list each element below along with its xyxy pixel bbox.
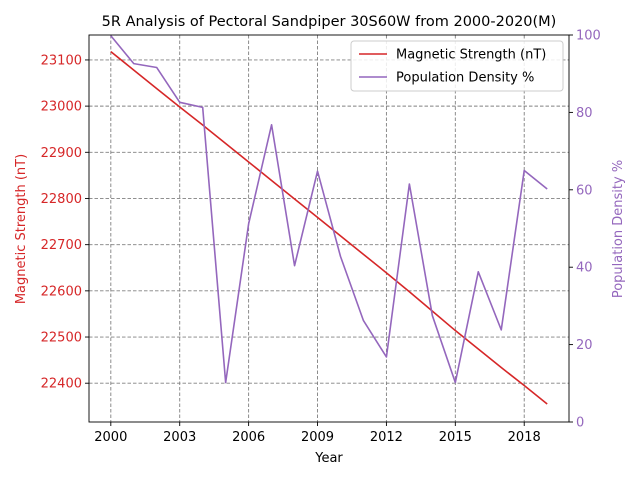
y-right-tick-label: 100 [576, 29, 601, 44]
y-right-tick-label: 80 [576, 106, 593, 121]
series-line-1 [110, 35, 548, 384]
y-left-tick-label: 23000 [41, 100, 82, 115]
x-tick-label: 2006 [232, 430, 265, 445]
legend-label-1: Population Density % [396, 71, 534, 86]
y-left-tick-label: 22400 [41, 377, 82, 392]
x-tick-label: 2009 [301, 430, 334, 445]
x-tick-label: 2015 [439, 430, 472, 445]
axes-layer: 2000 2003 2006 2009 2012 2015 2018 22400 22500 22… [41, 29, 601, 446]
y-right-tick-label: 40 [576, 261, 593, 276]
series-layer [110, 35, 548, 405]
y-left-tick-label: 22800 [41, 192, 82, 207]
y-left-tick-label: 22700 [41, 238, 82, 253]
y-right-tick-label: 60 [576, 183, 593, 198]
y-right-tick-label: 0 [576, 416, 584, 431]
y-right-tick-label: 20 [576, 338, 593, 353]
y-left-axis-label: Magnetic Strength (nT) [14, 154, 29, 304]
legend: Magnetic Strength (nT) Population Density… [350, 40, 564, 92]
plot-frame [88, 34, 570, 423]
y-left-tick-label: 22500 [41, 331, 82, 346]
y-left-tick-label: 23100 [41, 53, 82, 68]
series-line-0 [110, 51, 548, 405]
legend-label-0: Magnetic Strength (nT) [396, 48, 546, 63]
x-tick-label: 2012 [370, 430, 403, 445]
legend-frame [350, 40, 564, 92]
y-right-axis-label: Population Density % [611, 160, 626, 298]
x-tick-label: 2018 [508, 430, 541, 445]
y-left-tick-label: 22600 [41, 284, 82, 299]
x-tick-label: 2000 [94, 430, 127, 445]
x-tick-label: 2003 [163, 430, 196, 445]
x-axis-label: Year [314, 451, 343, 466]
chart-title: 5R Analysis of Pectoral Sandpiper 30S60W… [102, 14, 557, 30]
y-left-tick-label: 22900 [41, 146, 82, 161]
